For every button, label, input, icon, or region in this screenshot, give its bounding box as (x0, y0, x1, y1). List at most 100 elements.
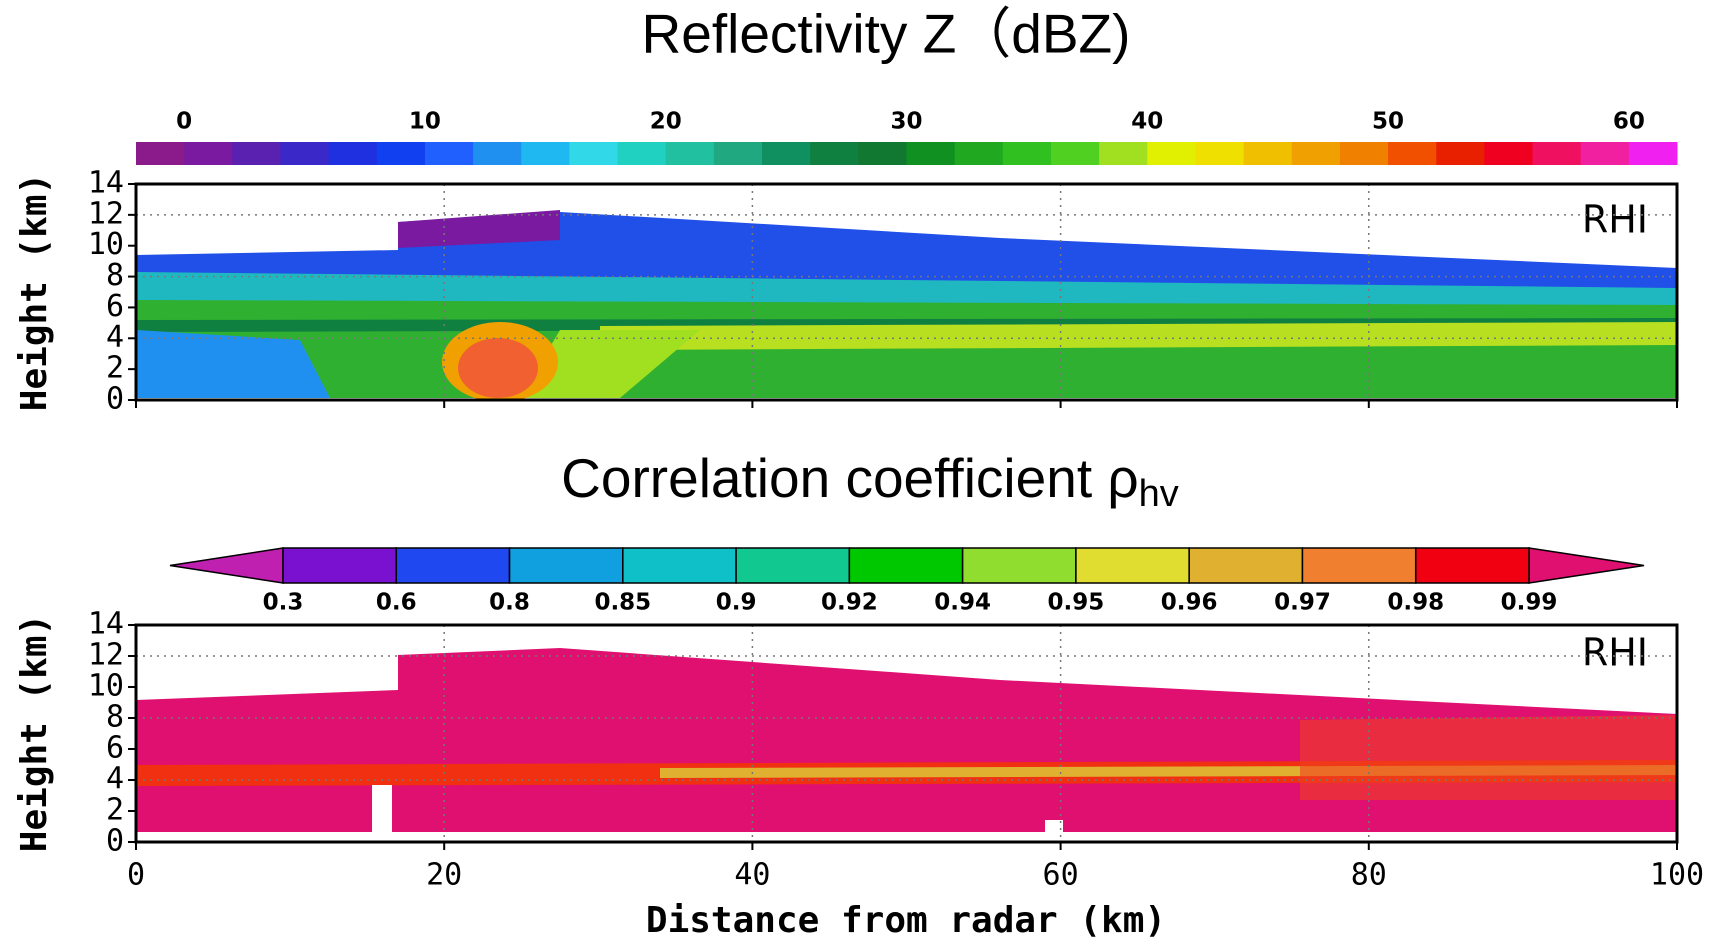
plot-frame (134, 623, 1679, 844)
colorbar-segment (1301, 547, 1417, 584)
radar-echo (136, 648, 1677, 842)
colorbar-tick-label: 0.97 (1274, 590, 1331, 616)
colorbar-segment (1243, 142, 1293, 165)
colorbar-segment (848, 547, 964, 584)
colorbar-tick-label: 0.6 (376, 590, 417, 616)
colorbar-tick-label: 20 (650, 109, 682, 135)
colorbar-segment (858, 142, 907, 165)
x-tick-label: 60 (1043, 858, 1079, 893)
colorbar-segment (617, 142, 667, 165)
colorbar-segment (1414, 547, 1530, 584)
y-tick-label: 14 (88, 607, 124, 642)
colorbar-tick-label: 0.95 (1048, 590, 1105, 616)
colorbar-segment (136, 142, 185, 165)
colorbar-tick-label: 0.8 (489, 590, 530, 616)
y-tick-label: 12 (88, 196, 124, 231)
radar-echo (136, 210, 1677, 400)
colorbar-extension (169, 547, 284, 584)
colorbar-segment (1339, 142, 1389, 165)
colorbar-tick-label: 40 (1131, 109, 1163, 135)
colorbar-segment (1147, 142, 1196, 165)
colorbar-segment (954, 142, 1004, 165)
colorbar-extension (1528, 547, 1645, 584)
y-tick-label: 6 (106, 731, 124, 766)
y-tick-label: 4 (106, 320, 124, 355)
colorbar-segment (1002, 142, 1052, 165)
x-tick-label: 0 (127, 858, 145, 893)
colorbar-segment (665, 142, 715, 165)
colorbar-segment (1195, 142, 1245, 165)
colorbar-segment (810, 142, 859, 165)
y-tick-label: 4 (106, 762, 124, 797)
colorbar-segment (424, 142, 474, 165)
x-tick-label: 40 (734, 858, 770, 893)
x-tick-label: 100 (1650, 858, 1704, 893)
y-axis-label: Height (km) (14, 173, 55, 411)
colorbar-tick-label: 0.85 (594, 590, 651, 616)
colorbar-segment (735, 547, 851, 584)
y-axis-label: Height (km) (14, 614, 55, 852)
colorbar-segment (508, 547, 624, 584)
y-tick-label: 8 (106, 700, 124, 735)
colorbar-tick-label: 10 (409, 109, 441, 135)
title-text: Correlation coefficient ρ (561, 447, 1139, 509)
annotation: RHI (1582, 198, 1648, 242)
colorbar-segment (713, 142, 763, 165)
colorbar-segment (232, 142, 281, 165)
colorbar-segment (569, 142, 619, 165)
y-tick-label: 2 (106, 793, 124, 828)
colorbar-segment (376, 142, 426, 165)
y-tick-label: 10 (88, 227, 124, 262)
colorbar-segment (1388, 142, 1437, 165)
colorbar-segment (473, 142, 522, 165)
y-tick-label: 0 (106, 824, 124, 859)
colorbar-tick-label: 0.3 (263, 590, 304, 616)
y-tick-label: 8 (106, 258, 124, 293)
colorbar-segment (622, 547, 737, 584)
panel-title: Reflectivity Z（dBZ) (642, 3, 1131, 65)
colorbar-tick-label: 0.92 (821, 590, 878, 616)
colorbar-tick-label: 0.94 (934, 590, 991, 616)
annotation: RHI (1582, 631, 1648, 675)
colorbar-segment (395, 547, 511, 584)
colorbar-segment (280, 142, 330, 165)
colorbar-tick-label: 0.9 (716, 590, 757, 616)
colorbar-segment (328, 142, 378, 165)
colorbar-segment (762, 142, 811, 165)
colorbar-segment (1484, 142, 1534, 165)
colorbar-segment (1099, 142, 1148, 165)
colorbar-segment (961, 547, 1077, 584)
y-tick-label: 6 (106, 289, 124, 324)
y-tick-label: 10 (88, 669, 124, 704)
y-tick-label: 2 (106, 351, 124, 386)
colorbar-segment (1188, 547, 1304, 584)
y-tick-label: 14 (88, 166, 124, 201)
plot-frame (134, 182, 1679, 402)
y-tick-label: 12 (88, 638, 124, 673)
colorbar-tick-label: 50 (1372, 109, 1404, 135)
colorbar-segment (1628, 142, 1678, 165)
colorbar-segment (521, 142, 570, 165)
colorbar-segment (282, 547, 398, 584)
colorbar-segment (1436, 142, 1485, 165)
colorbar-segment (1050, 142, 1100, 165)
colorbar-segment (1075, 547, 1190, 584)
colorbar-tick-label: 0.98 (1387, 590, 1444, 616)
colorbar-tick-label: 0.96 (1161, 590, 1218, 616)
colorbar-segment (1532, 142, 1582, 165)
y-tick-label: 0 (106, 382, 124, 417)
colorbar-segment (906, 142, 956, 165)
x-tick-label: 80 (1351, 858, 1387, 893)
colorbar-tick-label: 60 (1613, 109, 1645, 135)
colorbar-tick-label: 0.99 (1501, 590, 1558, 616)
x-axis-label: Distance from radar (km) (646, 900, 1166, 941)
colorbar-segment (1580, 142, 1630, 165)
x-tick-label: 20 (426, 858, 462, 893)
title-subscript: hv (1139, 473, 1179, 515)
colorbar-segment (184, 142, 233, 165)
colorbar-tick-label: 0 (176, 109, 192, 135)
panel-title: Correlation coefficient ρhv (561, 447, 1179, 516)
colorbar-segment (1291, 142, 1341, 165)
colorbar-tick-label: 30 (890, 109, 922, 135)
